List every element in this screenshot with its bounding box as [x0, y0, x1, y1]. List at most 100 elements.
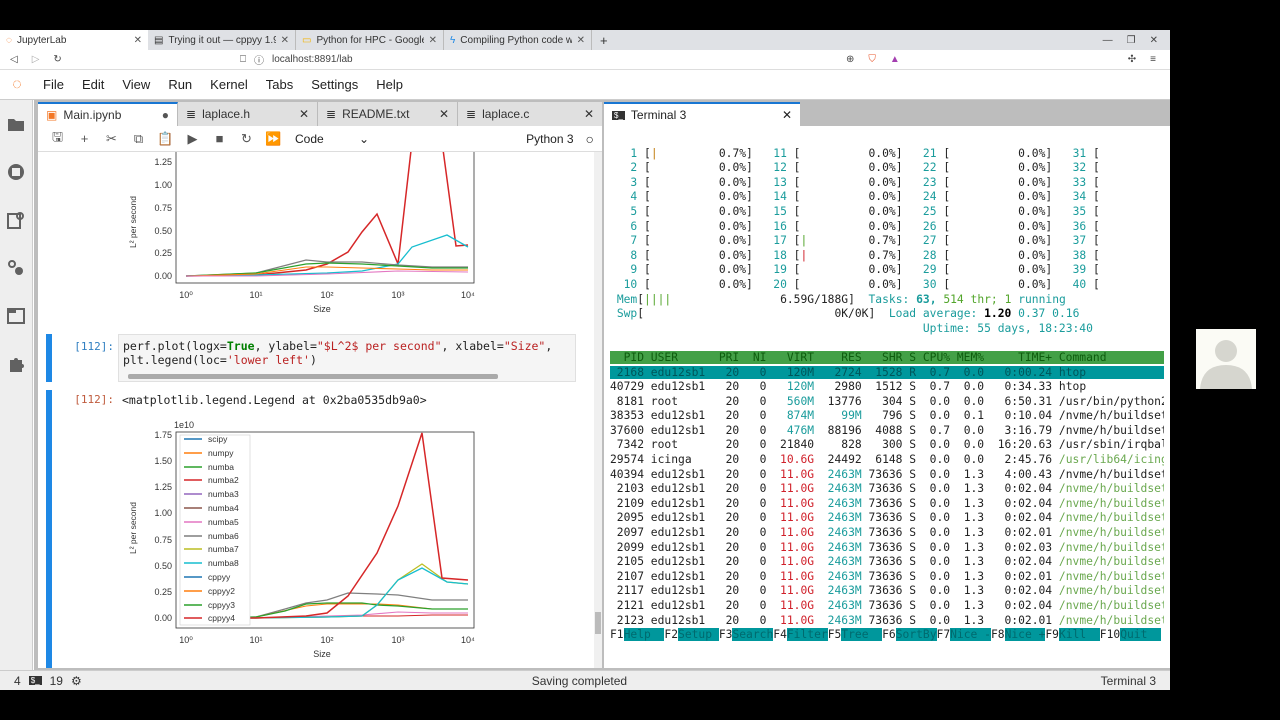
svg-text:1.00: 1.00: [154, 508, 172, 518]
menu-run[interactable]: Run: [168, 77, 193, 92]
restart-icon[interactable]: ↻: [241, 130, 252, 146]
svg-text:L² per second: L² per second: [128, 502, 138, 554]
close-icon[interactable]: ✕: [280, 34, 289, 46]
menu-view[interactable]: View: [122, 77, 151, 92]
kernel-chip-icon: ⚙: [70, 673, 82, 688]
notebook-icon: ▣: [46, 108, 58, 122]
browser-tab-jupyterlab[interactable]: ◌ JupyterLab ✕: [0, 30, 148, 50]
svg-text:10⁰: 10⁰: [179, 635, 193, 645]
code-cell[interactable]: [112]: perf.plot(logx=True, ylabel="$L^2…: [38, 334, 594, 386]
reload-icon[interactable]: ↻: [53, 54, 62, 65]
settings-gears-icon[interactable]: [0, 244, 32, 292]
menu-file[interactable]: File: [43, 77, 64, 92]
status-kernels-count[interactable]: 19: [49, 673, 63, 688]
restore-icon[interactable]: ❐: [1126, 34, 1136, 46]
tab-main-ipynb[interactable]: ▣ Main.ipynb ●: [38, 102, 178, 126]
htop-output: 1 [| 0.7%] 11 [ 0.0%] 21 [ 0.0%] 31 [ 0.…: [610, 132, 1164, 643]
cut-icon[interactable]: ✂: [106, 130, 117, 146]
bookmark-icon[interactable]: ⎕: [240, 54, 246, 65]
text-file-icon: ≣: [466, 107, 477, 121]
url-field[interactable]: localhost:8891/lab: [272, 54, 353, 65]
terminal-panel: $_ Terminal 3 ✕ 1 [| 0.7%] 11 [ 0.0%] 21 […: [604, 102, 1170, 668]
svg-text:0.25: 0.25: [154, 587, 172, 597]
running-icon[interactable]: [0, 148, 32, 196]
fast-forward-icon[interactable]: ⏩: [265, 130, 282, 146]
svg-text:0.00: 0.00: [154, 271, 172, 281]
close-icon[interactable]: ✕: [781, 108, 792, 122]
back-icon[interactable]: ◁: [10, 54, 18, 65]
zoom-icon[interactable]: ⊕: [845, 54, 855, 65]
extension-puzzle-icon[interactable]: [0, 340, 32, 388]
copy-icon[interactable]: ⧉: [133, 130, 144, 146]
folder-icon[interactable]: [0, 100, 32, 148]
menu-help[interactable]: Help: [376, 77, 403, 92]
tab-laplace-c[interactable]: ≣ laplace.c ✕: [466, 107, 594, 121]
tab-terminal-3[interactable]: $_ Terminal 3 ✕: [604, 102, 800, 126]
code-hscrollbar[interactable]: [128, 374, 498, 379]
close-icon[interactable]: ✕: [438, 107, 449, 121]
notebook-body: 1.25 1.00 0.75 0.50 0.25 0.00 10⁰ 10¹ 10² 10³ 10⁴…: [38, 152, 602, 668]
terminal-icon: $_: [612, 110, 625, 120]
svg-text:numba8: numba8: [208, 558, 239, 568]
svg-text:scipy: scipy: [208, 434, 228, 444]
close-icon[interactable]: ✕: [133, 34, 142, 46]
status-terminals-count[interactable]: 4: [14, 673, 21, 688]
info-icon: ⓘ: [254, 56, 264, 67]
jupyter-favicon-icon: ◌: [6, 34, 12, 46]
svg-text:10⁰: 10⁰: [179, 290, 193, 300]
svg-text:numba7: numba7: [208, 544, 239, 554]
user-placeholder-icon: [1200, 340, 1252, 389]
close-icon[interactable]: ✕: [576, 34, 585, 46]
browser-tab-cppyy[interactable]: ▤ Trying it out — cppyy 1.9. ✕: [148, 30, 296, 50]
extensions-icon[interactable]: ✣: [1127, 54, 1137, 65]
menu-settings[interactable]: Settings: [311, 77, 359, 92]
output-cell: [112]: <matplotlib.legend.Legend at 0x2b…: [38, 390, 594, 668]
svg-text:10²: 10²: [320, 290, 333, 300]
jupyter-menubar: ◌ File Edit View Run Kernel Tabs Setting…: [0, 70, 1170, 100]
unsaved-dot-icon[interactable]: ●: [161, 108, 169, 122]
notebook-panel: ▣ Main.ipynb ● ≣ laplace.h ✕ ≣ README.txt ✕ ≣ l…: [38, 102, 602, 668]
kernel-status-icon: ○: [585, 130, 594, 147]
browser-tab-compiling[interactable]: ϟ Compiling Python code wi ✕: [444, 30, 592, 50]
tab-readme[interactable]: ≣ README.txt ✕: [318, 102, 458, 126]
add-cell-icon[interactable]: +: [80, 131, 89, 146]
svg-text:numba6: numba6: [208, 531, 239, 541]
notebook-scrollbar[interactable]: [594, 152, 602, 668]
tabs-icon[interactable]: [0, 292, 32, 340]
terminal-status-icon: $_: [28, 676, 42, 685]
tab-laplace-h[interactable]: ≣ laplace.h ✕: [178, 102, 318, 126]
close-icon[interactable]: ✕: [583, 107, 594, 121]
menu-tabs[interactable]: Tabs: [265, 77, 294, 92]
svg-text:numba4: numba4: [208, 503, 239, 513]
svg-text:cppyy2: cppyy2: [208, 586, 235, 596]
document-tab-bar: ▣ Main.ipynb ● ≣ laplace.h ✕ ≣ README.txt ✕ ≣ l…: [38, 102, 602, 126]
minimize-icon[interactable]: —: [1102, 34, 1113, 46]
svg-text:numba5: numba5: [208, 517, 239, 527]
save-icon[interactable]: 🖫: [51, 128, 64, 144]
input-prompt: [112]:: [74, 340, 114, 353]
brave-shield-icon[interactable]: ⛉: [868, 54, 876, 65]
browser-menu-icon[interactable]: ≡: [1150, 54, 1156, 65]
cell-type-select[interactable]: Code ⌄: [295, 131, 369, 146]
window-close-icon[interactable]: ✕: [1149, 34, 1158, 46]
browser-tab-slides[interactable]: ▭Python for HPC - Google S✕: [296, 30, 444, 50]
svg-text:numba3: numba3: [208, 489, 239, 499]
menu-kernel[interactable]: Kernel: [210, 77, 248, 92]
browser-tab-bar: ◌ JupyterLab ✕ ▤ Trying it out — cppyy 1.9.…: [0, 30, 1170, 50]
htop-terminal[interactable]: 1 [| 0.7%] 11 [ 0.0%] 21 [ 0.0%] 31 [ 0.…: [610, 132, 1164, 662]
property-inspector-icon[interactable]: [0, 196, 32, 244]
bolt-favicon-icon: ϟ: [450, 34, 456, 46]
kernel-name[interactable]: Python 3: [526, 131, 574, 146]
close-icon[interactable]: ✕: [298, 107, 309, 121]
rewards-icon[interactable]: ▲: [889, 54, 900, 65]
svg-text:L² per second: L² per second: [128, 196, 138, 248]
menu-edit[interactable]: Edit: [81, 77, 105, 92]
stop-icon[interactable]: ■: [215, 131, 224, 146]
svg-text:0.25: 0.25: [154, 248, 172, 258]
close-icon[interactable]: ✕: [428, 34, 437, 46]
svg-text:numpy: numpy: [208, 448, 234, 458]
paste-icon[interactable]: 📋: [157, 130, 174, 146]
forward-icon[interactable]: ▷: [31, 54, 40, 65]
run-icon[interactable]: ▶: [187, 130, 198, 146]
new-tab-button[interactable]: +: [600, 32, 608, 48]
